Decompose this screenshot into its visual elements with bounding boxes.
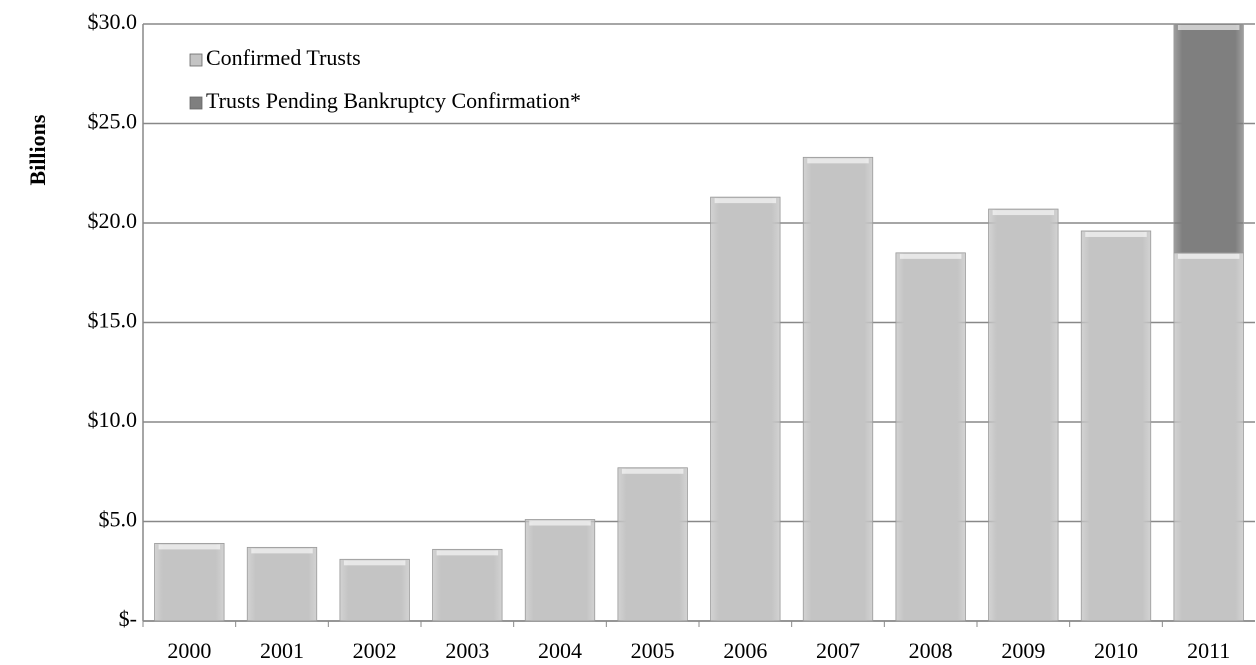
- y-tick-label: $20.0: [88, 208, 138, 233]
- x-tick-label: 2011: [1187, 638, 1230, 663]
- bar-highlight: [992, 210, 1055, 216]
- x-tick-label: 2006: [723, 638, 767, 663]
- legend-label: Confirmed Trusts: [206, 45, 361, 70]
- bar-highlight: [1085, 231, 1147, 237]
- bar-highlight: [158, 544, 221, 550]
- bar-highlight: [436, 550, 499, 556]
- x-tick-label: 2008: [909, 638, 953, 663]
- legend-swatch: [189, 53, 203, 67]
- bar-highlight: [529, 520, 591, 526]
- bar: [802, 156, 874, 622]
- x-tick-label: 2002: [353, 638, 397, 663]
- bar: [524, 519, 596, 622]
- legend-swatch: [189, 96, 203, 110]
- bar: [432, 548, 503, 622]
- bar: [1173, 252, 1244, 622]
- y-tick-label: $30.0: [88, 9, 138, 34]
- x-tick-label: 2000: [167, 638, 211, 663]
- x-tick-label: 2003: [445, 638, 489, 663]
- y-tick-label: $-: [119, 606, 137, 631]
- bar-highlight: [621, 468, 684, 474]
- y-axis-label: Billions: [25, 114, 50, 185]
- x-tick-label: 2005: [631, 638, 675, 663]
- bar-highlight: [807, 158, 869, 164]
- bar: [988, 208, 1059, 622]
- x-tick-label: 2001: [260, 638, 304, 663]
- x-tick-label: 2004: [538, 638, 582, 663]
- bar-highlight: [899, 253, 962, 259]
- legend-label: Trusts Pending Bankruptcy Confirmation*: [206, 88, 581, 113]
- bar-highlight: [1177, 25, 1240, 30]
- bar: [1080, 230, 1152, 622]
- bar: [1173, 23, 1244, 254]
- bar-highlight: [714, 198, 777, 204]
- bar-highlight: [251, 548, 313, 554]
- bar: [154, 542, 225, 622]
- y-tick-label: $5.0: [99, 507, 138, 532]
- bar: [246, 546, 318, 622]
- y-tick-label: $10.0: [88, 407, 138, 432]
- y-tick-label: $25.0: [88, 109, 138, 134]
- bar-highlight: [343, 560, 406, 566]
- bar: [710, 196, 781, 622]
- x-tick-label: 2009: [1001, 638, 1045, 663]
- x-tick-label: 2007: [816, 638, 860, 663]
- x-tick-label: 2010: [1094, 638, 1138, 663]
- bar: [895, 252, 966, 622]
- y-tick-label: $15.0: [88, 308, 138, 333]
- bar-highlight: [1177, 253, 1240, 259]
- bar: [617, 467, 688, 622]
- bar: [339, 558, 410, 622]
